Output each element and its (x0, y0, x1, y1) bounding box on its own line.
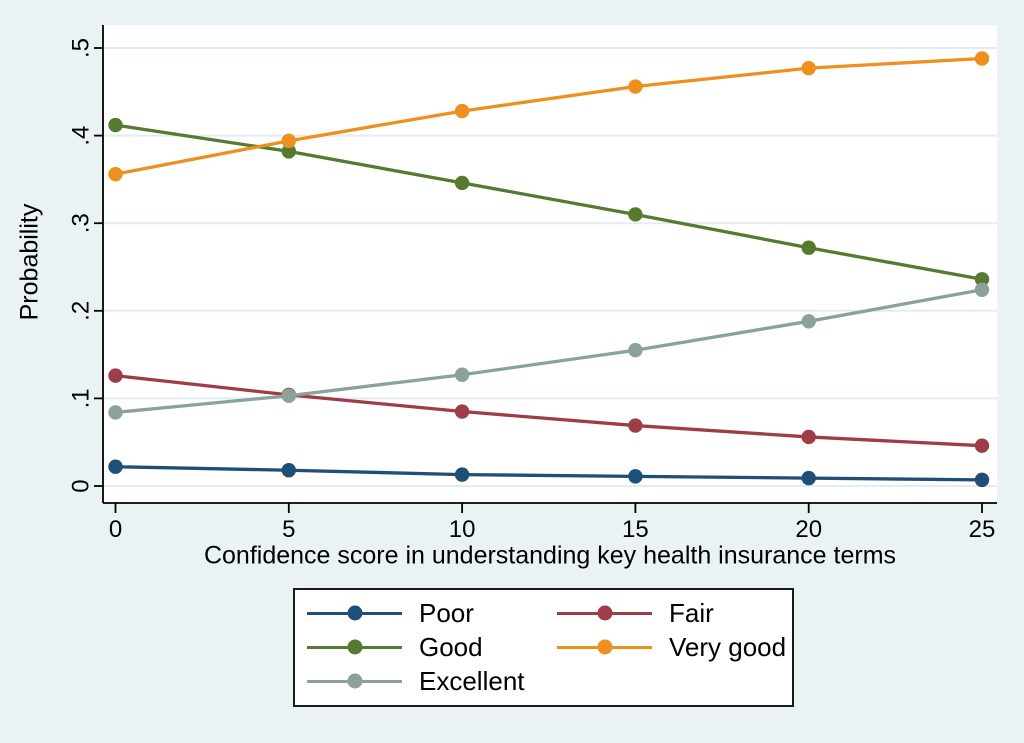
marker-good (801, 240, 816, 255)
y-axis-title: Probability (15, 203, 44, 321)
marker-very-good (801, 60, 816, 76)
marker-very-good (454, 103, 470, 119)
marker-excellent (628, 343, 643, 358)
marker-excellent (454, 367, 470, 382)
series-line-fair (115, 373, 983, 448)
x-tick-label: 25 (969, 516, 996, 543)
marker-fair (454, 404, 470, 419)
line-chart: 0 .1 .2 .3 .4 .5 0 5 10 15 20 25 (67, 25, 997, 543)
marker-very-good (628, 79, 643, 94)
legend-dot-good (347, 639, 362, 655)
marker-poor (281, 463, 296, 478)
legend-marker-poor (307, 605, 402, 621)
marker-poor (628, 469, 643, 484)
legend-marker-good (307, 639, 402, 655)
legend-marker-very-good (557, 639, 652, 655)
legend-label-fair: Fair (669, 598, 714, 628)
x-tick-label: 0 (109, 516, 122, 543)
legend-marker-fair (557, 605, 652, 621)
legend-item-poor: Poor (307, 597, 557, 631)
y-tick-label: .4 (67, 126, 94, 146)
legend-marker-excellent (307, 673, 402, 689)
marker-good (281, 144, 296, 159)
series-line-excellent (115, 288, 983, 415)
legend-dot-fair (597, 605, 612, 621)
y-tick-label: .5 (67, 38, 94, 58)
marker-fair (108, 368, 123, 383)
legend-label-poor: Poor (419, 598, 474, 628)
legend-item-fair: Fair (557, 597, 792, 631)
x-tick-label: 15 (622, 516, 649, 543)
series-line-very-good (115, 56, 983, 176)
marker-good (108, 117, 123, 133)
marker-excellent (974, 282, 990, 297)
marker-poor (454, 467, 470, 482)
y-tick-label: .1 (67, 388, 94, 408)
marker-very-good (281, 133, 296, 149)
x-tick-label: 10 (449, 516, 476, 543)
marker-very-good (974, 51, 990, 66)
legend-item-excellent: Excellent (307, 665, 557, 699)
marker-poor (801, 470, 816, 486)
y-tick-label: .3 (67, 213, 94, 233)
marker-very-good (108, 166, 123, 182)
legend-dot-poor (347, 605, 362, 621)
marker-good (454, 175, 470, 191)
marker-poor (974, 472, 990, 488)
legend: Poor Fair Good Very good Excellent (293, 588, 794, 707)
marker-fair (801, 429, 816, 445)
legend-label-excellent: Excellent (419, 666, 525, 696)
marker-excellent (108, 405, 123, 420)
legend-item-good: Good (307, 631, 557, 665)
marker-good (628, 207, 643, 222)
legend-dot-very-good (597, 639, 612, 655)
x-axis-title: Confidence score in understanding key he… (203, 541, 897, 570)
y-tick-label: .2 (67, 301, 94, 321)
marker-fair (628, 418, 643, 433)
marker-fair (974, 438, 990, 453)
marker-poor (108, 459, 123, 474)
marker-excellent (281, 388, 296, 403)
legend-item-very-good: Very good (557, 631, 792, 665)
marker-good (974, 272, 990, 287)
legend-label-good: Good (419, 632, 483, 662)
y-tick-label: 0 (67, 479, 94, 492)
x-tick-label: 20 (795, 516, 822, 543)
series-line-poor (115, 465, 983, 482)
plot-area (103, 25, 997, 503)
x-tick-label: 5 (282, 516, 295, 543)
legend-dot-excellent (347, 673, 362, 689)
marker-excellent (801, 314, 816, 329)
legend-label-very-good: Very good (669, 632, 787, 662)
